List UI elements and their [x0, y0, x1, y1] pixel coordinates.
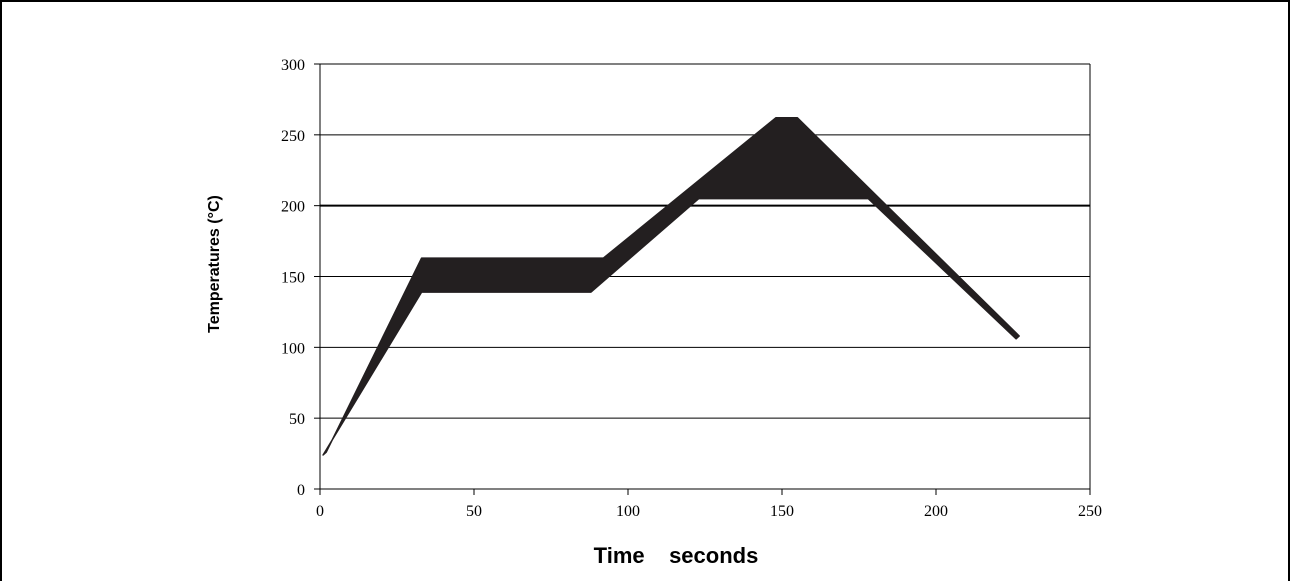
x-tick-label-0: 0 — [316, 503, 324, 520]
x-tick-label-100: 100 — [616, 503, 640, 520]
y-tick-label-0: 0 — [297, 482, 305, 499]
x-tick-label-150: 150 — [770, 503, 794, 520]
y-axis-label: Temperatures (°C) — [206, 195, 223, 333]
y-tick-label-100: 100 — [281, 340, 305, 357]
y-tick-label-250: 250 — [281, 128, 305, 145]
x-tick-label-250: 250 — [1078, 503, 1102, 520]
temperature-band-area — [322, 117, 1020, 456]
y-tick-label-50: 50 — [289, 411, 305, 428]
series-area — [322, 117, 1020, 456]
x-axis-label: Time seconds — [594, 543, 759, 568]
x-tick-label-50: 50 — [466, 503, 482, 520]
axes — [314, 63, 1091, 495]
y-tick-label-300: 300 — [281, 57, 305, 74]
x-tick-label-200: 200 — [924, 503, 948, 520]
y-tick-label-200: 200 — [281, 199, 305, 216]
y-tick-label-150: 150 — [281, 270, 305, 287]
tick-labels: 0 50 100 150 200 250 300 0 50 100 150 200 250 — [281, 57, 1102, 520]
